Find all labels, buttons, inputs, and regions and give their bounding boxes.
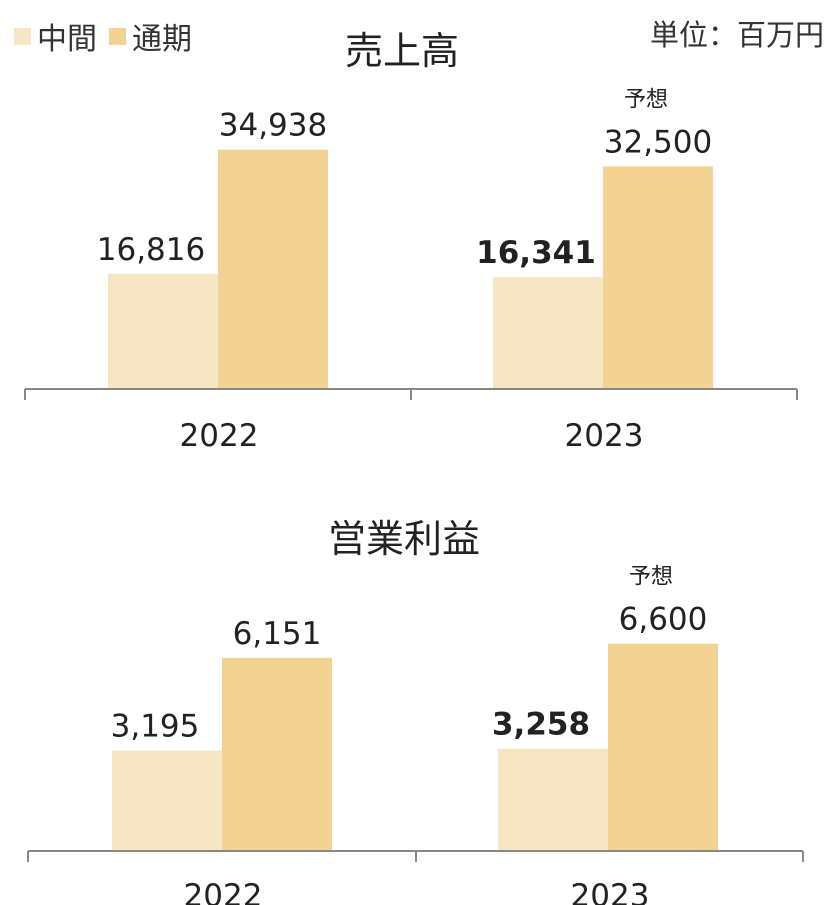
legend-label-interim: 中間	[37, 22, 97, 57]
x-tick-label-1-2023: 2023	[571, 878, 650, 905]
legend: 中間 通期	[14, 14, 204, 58]
legend-label-fullyear: 通期	[132, 22, 192, 57]
bar-1-2023-1	[608, 643, 718, 851]
bar-1-2023-0	[498, 748, 608, 851]
legend-item-interim: 中間	[14, 14, 97, 58]
bar-0-2022-0	[108, 273, 218, 389]
unit-label: 単位：百万円	[649, 18, 824, 52]
value-label-0-2023-1: 32,500	[604, 124, 712, 160]
bar-0-2023-1	[603, 166, 713, 389]
bar-0-2023-0	[493, 277, 603, 389]
value-label-0-2022-1: 34,938	[219, 108, 327, 144]
value-label-1-2022-0: 3,195	[111, 709, 200, 745]
value-label-0-2022-0: 16,816	[97, 232, 205, 268]
x-tick-label-0-2023: 2023	[565, 418, 644, 454]
value-label-1-2023-1: 6,600	[619, 602, 708, 638]
value-label-0-2023-0: 16,341	[476, 235, 596, 271]
forecast-label-1-2023: 予想	[629, 565, 673, 590]
legend-item-fullyear: 通期	[109, 14, 192, 58]
bar-0-2022-1	[218, 149, 328, 389]
value-label-1-2022-1: 6,151	[233, 616, 322, 652]
legend-swatch-interim	[14, 27, 31, 45]
x-tick-label-1-2022: 2022	[184, 878, 263, 905]
chart-title-operating-profit: 営業利益	[328, 517, 481, 561]
bar-1-2022-0	[112, 750, 222, 851]
forecast-label-0-2023: 予想	[624, 87, 668, 112]
legend-swatch-fullyear	[109, 27, 126, 45]
value-label-1-2023-0: 3,258	[492, 707, 590, 743]
chart-title-sales: 売上高	[345, 29, 460, 73]
x-tick-label-0-2022: 2022	[180, 418, 259, 454]
bar-1-2022-1	[222, 657, 332, 851]
